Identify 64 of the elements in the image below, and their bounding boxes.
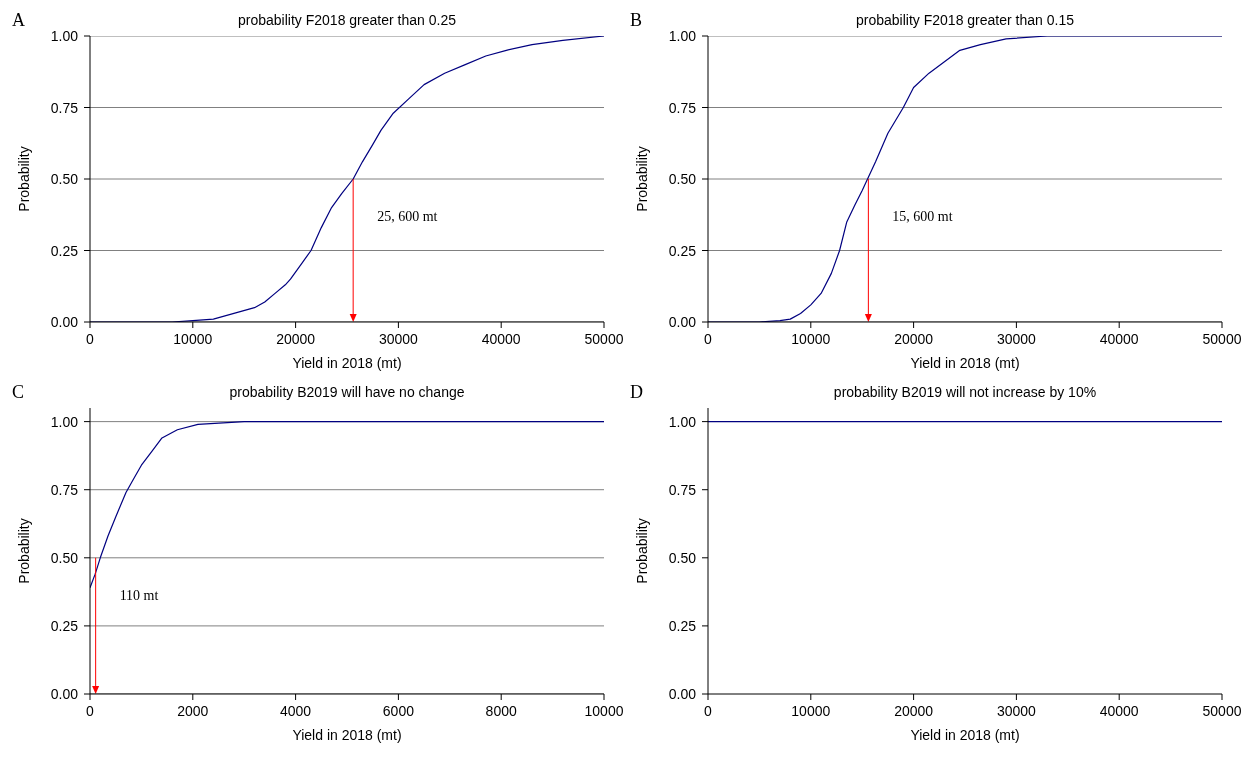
chart-title: probability B2019 will have no change xyxy=(228,384,466,400)
text: B xyxy=(630,10,643,31)
y-tick-label: 1.00 xyxy=(668,28,697,44)
x-tick-label: 6000 xyxy=(382,703,415,719)
x-axis-title: Yield in 2018 (mt) xyxy=(292,727,402,743)
y-tick-label: 0.00 xyxy=(668,686,697,702)
y-tick-label: 1.00 xyxy=(668,413,697,430)
x-tick-label: 30000 xyxy=(996,703,1037,719)
annotation: 110 mt xyxy=(119,587,159,603)
text: C xyxy=(12,382,25,403)
x-tick-label: 30000 xyxy=(378,331,419,347)
y-tick-label: 0.25 xyxy=(50,242,79,259)
x-tick-label: 50000 xyxy=(584,331,624,347)
y-tick-label: 0.25 xyxy=(50,617,79,634)
x-tick-label: 10000 xyxy=(584,703,624,719)
x-tick-label: 0 xyxy=(86,703,95,719)
x-tick-label: 40000 xyxy=(481,331,521,347)
y-tick-label: 1.00 xyxy=(50,413,79,430)
y-axis-title: Probability xyxy=(15,146,32,212)
y-tick-label: 0.50 xyxy=(668,171,697,187)
x-tick-label: 10000 xyxy=(791,703,831,719)
y-tick-label: 0.50 xyxy=(668,549,697,566)
y-tick-label: 0.75 xyxy=(668,99,697,116)
y-tick-label: 0.75 xyxy=(668,481,697,498)
x-axis-title: Yield in 2018 (mt) xyxy=(910,355,1020,371)
x-tick-label: 4000 xyxy=(280,703,312,719)
text: A xyxy=(12,10,25,31)
y-tick-label: 1.00 xyxy=(50,28,79,44)
x-axis-title: Yield in 2018 (mt) xyxy=(910,727,1020,743)
x-axis-title: Yield in 2018 (mt) xyxy=(292,355,402,371)
y-axis-title: Probability xyxy=(633,146,650,212)
x-tick-label: 20000 xyxy=(894,703,934,719)
x-tick-label: 0 xyxy=(86,331,95,347)
y-tick-label: 0.00 xyxy=(668,314,697,330)
text: D xyxy=(630,382,643,403)
x-tick-label: 20000 xyxy=(894,331,934,347)
y-tick-label: 0.50 xyxy=(50,171,79,187)
y-tick-label: 0.00 xyxy=(50,686,79,702)
x-tick-label: 2000 xyxy=(177,703,209,719)
y-tick-label: 0.00 xyxy=(50,314,79,330)
x-tick-label: 0 xyxy=(704,703,713,719)
x-tick-label: 0 xyxy=(704,331,713,347)
chart-title: probability B2019 will not increase by 10% xyxy=(832,384,1098,400)
y-tick-label: 0.75 xyxy=(50,99,79,116)
x-tick-label: 30000 xyxy=(996,331,1037,347)
y-axis-title: Probability xyxy=(633,518,650,584)
y-tick-label: 0.25 xyxy=(668,242,697,259)
x-tick-label: 40000 xyxy=(1099,703,1139,719)
line-series xyxy=(90,421,604,589)
x-tick-label: 40000 xyxy=(1099,331,1139,347)
x-tick-label: 10000 xyxy=(791,331,831,347)
annotation: 15, 600 mt xyxy=(892,209,953,224)
y-axis-title: Probability xyxy=(15,518,32,584)
x-tick-label: 8000 xyxy=(485,703,517,719)
annotation: 25, 600 mt xyxy=(377,209,438,224)
chart-title: probability F2018 greater than 0.15 xyxy=(855,12,1075,28)
x-tick-label: 50000 xyxy=(1202,703,1242,719)
x-tick-label: 50000 xyxy=(1202,331,1242,347)
chart-title: probability F2018 greater than 0.25 xyxy=(237,12,457,28)
x-tick-label: 10000 xyxy=(173,331,213,347)
y-tick-label: 0.25 xyxy=(668,617,697,634)
y-tick-label: 0.50 xyxy=(50,549,79,566)
y-tick-label: 0.75 xyxy=(50,481,79,498)
x-tick-label: 20000 xyxy=(276,331,316,347)
